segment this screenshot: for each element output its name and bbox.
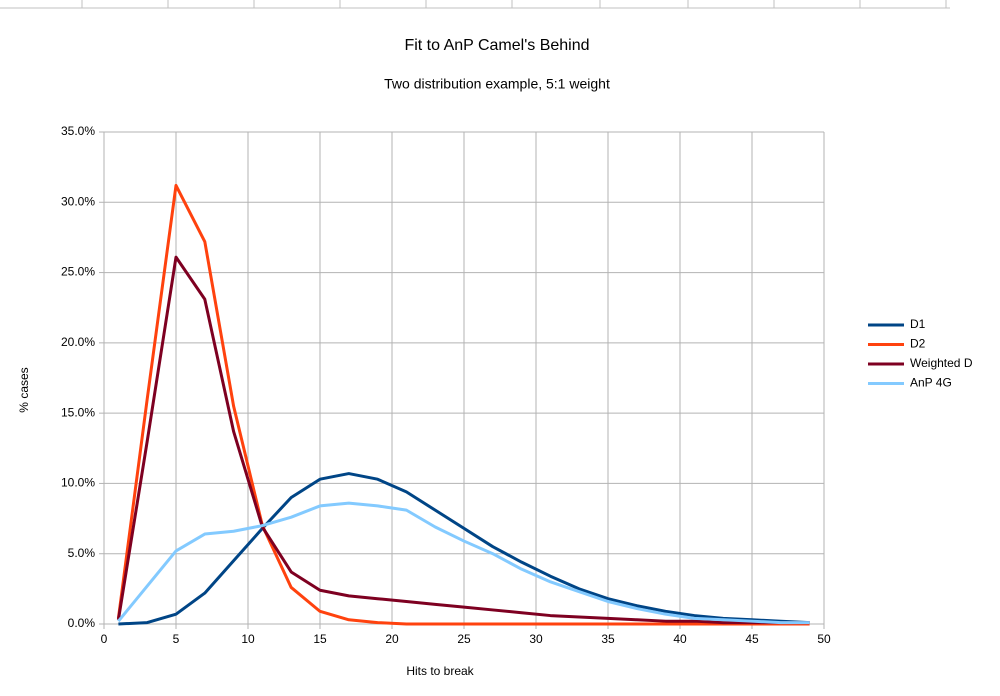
- y-tick-label: 20.0%: [61, 335, 95, 349]
- x-tick-label: 25: [457, 632, 471, 646]
- y-axis-label: % cases: [17, 367, 31, 412]
- legend-label: D2: [910, 337, 926, 351]
- x-axis-label: Hits to break: [406, 664, 474, 678]
- series-line: [117, 501, 810, 625]
- series-line: [116, 183, 810, 626]
- y-tick-label: 25.0%: [61, 265, 95, 279]
- x-tick-label: 10: [241, 632, 255, 646]
- x-tick-label: 50: [817, 632, 831, 646]
- x-tick-label: 20: [385, 632, 399, 646]
- legend-label: Weighted D: [910, 356, 973, 370]
- series-line: [116, 255, 810, 625]
- y-tick-label: 0.0%: [68, 616, 96, 630]
- x-tick-label: 30: [529, 632, 543, 646]
- legend-label: D1: [910, 317, 926, 331]
- legend-label: AnP 4G: [910, 376, 952, 390]
- x-tick-label: 5: [173, 632, 180, 646]
- x-tick-label: 15: [313, 632, 327, 646]
- chart-title: Fit to AnP Camel's Behind: [404, 37, 589, 54]
- y-tick-label: 30.0%: [61, 194, 95, 208]
- spreadsheet-fragment: [0, 0, 950, 9]
- series-line: [118, 472, 810, 626]
- x-tick-label: 40: [673, 632, 687, 646]
- x-tick-label: 0: [101, 632, 108, 646]
- y-tick-label: 35.0%: [61, 124, 95, 138]
- chart-subtitle: Two distribution example, 5:1 weight: [384, 76, 610, 92]
- x-tick-label: 35: [601, 632, 615, 646]
- y-tick-label: 5.0%: [68, 546, 96, 560]
- x-tick-label: 45: [745, 632, 759, 646]
- y-tick-label: 10.0%: [61, 476, 95, 490]
- y-tick-label: 15.0%: [61, 405, 95, 419]
